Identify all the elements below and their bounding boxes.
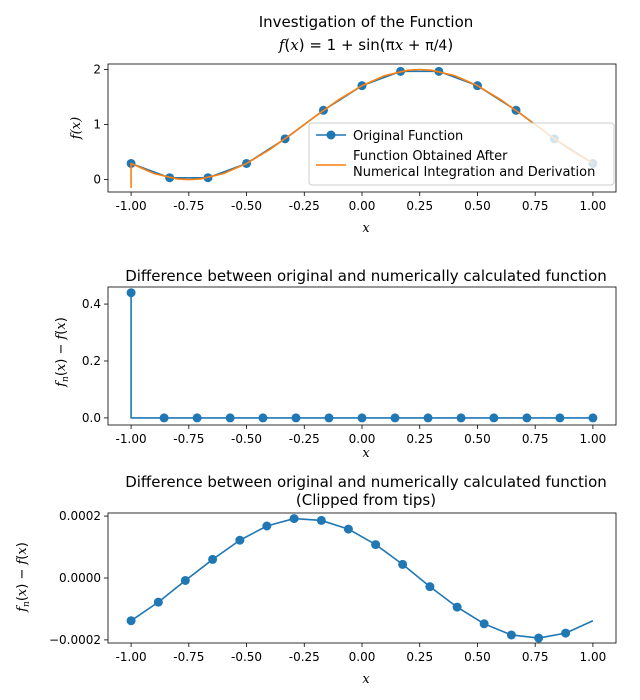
x-tick-label: 0.00 xyxy=(349,199,376,213)
x-tick-label: -0.50 xyxy=(231,650,262,664)
y-tick-label: 0.0000 xyxy=(59,571,101,585)
x-tick-label: -1.00 xyxy=(116,650,147,664)
series-line-1 xyxy=(130,292,593,419)
data-point xyxy=(324,413,334,423)
data-point xyxy=(159,413,169,423)
x-tick-label: -0.75 xyxy=(173,650,204,664)
legend-swatch-original-marker xyxy=(326,130,336,140)
x-tick-label: -0.75 xyxy=(173,199,204,213)
data-point xyxy=(291,413,301,423)
panel-1: Investigation of the Function f(x) = 1 +… xyxy=(69,13,617,236)
x-tick-label: 0.25 xyxy=(406,650,433,664)
panel-3-subtitle: (Clipped from tips) xyxy=(296,491,436,509)
series-line-1 xyxy=(130,517,594,639)
axes-frame xyxy=(107,512,617,644)
legend-label-original: Original Function xyxy=(353,129,463,144)
legend-label-numerical-line1: Function Obtained After xyxy=(353,149,508,164)
panel-2-title: Difference between original and numerica… xyxy=(125,267,607,285)
x-tick-label: 1.00 xyxy=(580,432,607,446)
data-point xyxy=(423,413,433,423)
x-tick-label: 0.50 xyxy=(464,650,491,664)
data-point xyxy=(192,413,202,423)
y-tick-label: 0.0 xyxy=(82,411,101,425)
data-point xyxy=(398,559,408,569)
x-tick-label: -0.75 xyxy=(173,432,204,446)
panel-2-plot-area: -1.00 -0.75 -0.50 -0.25 0.00 0.25 0.50 0.75 1.00… xyxy=(82,286,617,446)
data-point xyxy=(452,602,462,612)
x-tick-label: 0.50 xyxy=(464,432,491,446)
panel-1-plot-area: -1.00 -0.75 -0.50 -0.25 0.00 0.25 0.50 0.75 1.00… xyxy=(93,63,617,213)
panel-1-ylabel: f(x) xyxy=(69,117,84,140)
y-tick-label: 0.0002 xyxy=(59,509,101,523)
data-point xyxy=(357,413,367,423)
data-point xyxy=(316,515,326,525)
data-point xyxy=(506,630,516,640)
data-point xyxy=(153,597,163,607)
x-tick-label: 0.00 xyxy=(349,650,376,664)
panel-3-plot-area: -1.00 -0.75 -0.50 -0.25 0.00 0.25 0.50 0.75 1.00… xyxy=(49,509,617,664)
panel-1-legend: Original Function Function Obtained Afte… xyxy=(308,122,615,186)
panel-2: Difference between original and numerica… xyxy=(54,267,617,461)
data-point xyxy=(456,413,466,423)
data-point xyxy=(588,413,598,423)
x-tick-label: 0.00 xyxy=(349,432,376,446)
y-tick-label: 0.2 xyxy=(82,354,101,368)
x-tick-label: 0.75 xyxy=(522,199,549,213)
x-tick-label: 0.50 xyxy=(464,199,491,213)
series-line-2 xyxy=(130,68,594,188)
data-point xyxy=(425,582,435,592)
axes-frame xyxy=(107,63,617,193)
y-tick-label: 2 xyxy=(93,63,101,77)
y-tick-label: 1 xyxy=(93,118,101,132)
legend-label-numerical: Function Obtained After Numerical Integra… xyxy=(353,149,595,180)
panel-2-ylabel: fn(x) − f(x) xyxy=(54,317,71,388)
data-point xyxy=(208,554,218,564)
data-point xyxy=(180,575,190,585)
data-point xyxy=(561,628,571,638)
panel-3-xlabel: x xyxy=(362,672,370,687)
panel-3: Difference between original and numerica… xyxy=(15,473,617,687)
x-tick-label: -0.25 xyxy=(289,650,320,664)
x-tick-label: 1.00 xyxy=(580,650,607,664)
data-point xyxy=(489,413,499,423)
x-tick-label: -0.50 xyxy=(231,199,262,213)
panel-1-subtitle: f(x) = 1 + sin(πx + π/4) xyxy=(278,36,453,54)
panel-1-xlabel: x xyxy=(362,221,370,236)
axes-frame xyxy=(107,286,617,426)
data-point xyxy=(534,633,544,643)
data-point xyxy=(479,619,489,629)
y-tick-label: −0.0002 xyxy=(49,633,101,647)
x-tick-label: 0.25 xyxy=(406,432,433,446)
legend-frame xyxy=(308,122,615,186)
x-tick-label: 0.75 xyxy=(522,432,549,446)
data-point xyxy=(126,288,136,298)
panel-3-title: Difference between original and numerica… xyxy=(125,473,607,491)
data-point xyxy=(390,413,400,423)
x-tick-label: -0.25 xyxy=(289,199,320,213)
data-point xyxy=(126,616,136,626)
data-point xyxy=(343,524,353,534)
data-point xyxy=(258,413,268,423)
data-point xyxy=(289,514,299,524)
legend-label-numerical-line2: Numerical Integration and Derivation xyxy=(353,165,595,180)
x-tick-label: 0.75 xyxy=(522,650,549,664)
y-tick-label: 0.4 xyxy=(82,297,101,311)
panel-3-ylabel: fn(x) − f(x) xyxy=(15,542,32,613)
data-point xyxy=(235,535,245,545)
x-tick-label: 0.25 xyxy=(406,199,433,213)
data-point xyxy=(262,521,272,531)
x-tick-label: -1.00 xyxy=(116,432,147,446)
panel-1-title: Investigation of the Function xyxy=(259,13,474,31)
x-tick-label: 1.00 xyxy=(580,199,607,213)
x-tick-label: -0.25 xyxy=(289,432,320,446)
x-tick-label: -0.50 xyxy=(231,432,262,446)
panel-2-xlabel: x xyxy=(362,446,370,461)
data-point xyxy=(371,540,381,550)
data-point xyxy=(522,413,532,423)
x-tick-label: -1.00 xyxy=(116,199,147,213)
y-tick-label: 0 xyxy=(93,173,101,187)
data-point xyxy=(225,413,235,423)
data-point xyxy=(555,413,565,423)
